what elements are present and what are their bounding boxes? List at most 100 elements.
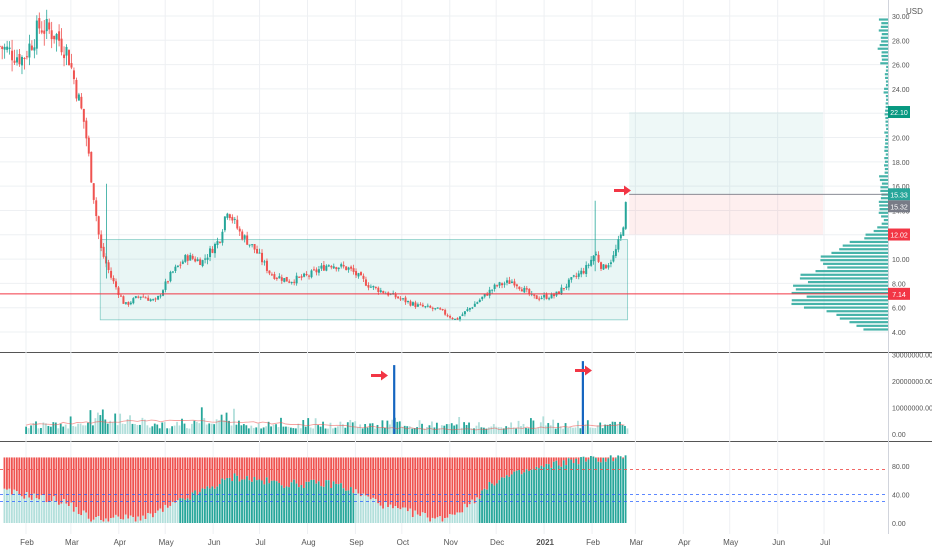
oscillator-bar-down — [142, 457, 144, 515]
oscillator-bar-up — [429, 521, 431, 523]
candle-body — [479, 300, 481, 302]
oscillator-bar-down — [474, 457, 476, 503]
oscillator-bar-down — [466, 457, 468, 507]
oscillator-bar-up — [585, 462, 587, 523]
candle-body — [179, 265, 181, 266]
oscillator-bar-down — [427, 457, 429, 517]
volume-bar — [451, 423, 453, 434]
oscillator-bar-up — [140, 521, 142, 523]
oscillator-bar-down — [105, 457, 107, 518]
oscillator-bar-down — [476, 457, 478, 497]
oscillator-bar-up — [573, 463, 575, 523]
candle-body — [598, 255, 600, 262]
candle-body — [38, 18, 40, 28]
candle-body — [563, 288, 565, 289]
oscillator-bar-down — [600, 457, 602, 462]
volume-profile-bar — [885, 117, 888, 119]
oscillator-bar-up — [125, 515, 127, 523]
oscillator-bar-up — [41, 495, 43, 523]
oscillator-bar-up — [469, 504, 471, 523]
candle-body — [70, 63, 72, 67]
volume-bar — [500, 427, 502, 434]
volume-bar — [253, 428, 255, 434]
candle-body — [234, 219, 236, 220]
candle-body — [429, 306, 431, 308]
volume-profile-bar — [882, 59, 888, 61]
oscillator-bar-up — [380, 506, 382, 523]
candle-body — [459, 317, 461, 320]
candle-body — [207, 258, 209, 260]
volume-bar — [481, 427, 483, 434]
oscillator-bar-up — [523, 472, 525, 523]
time-axis-label: Jul — [255, 538, 265, 547]
oscillator-bar-down — [360, 457, 362, 496]
oscillator-bar-up — [536, 467, 538, 523]
volume-bar — [580, 428, 582, 434]
oscillator-bar-up — [340, 483, 342, 523]
volume-bar — [280, 418, 282, 434]
oscillator-bar-down — [300, 457, 302, 485]
oscillator-bar-down — [392, 457, 394, 508]
candle-body — [491, 290, 493, 291]
oscillator-bar-up — [501, 477, 503, 523]
oscillator-bar-down — [90, 457, 92, 521]
oscillator-bar-down — [350, 457, 352, 487]
oscillator-bar-down — [125, 457, 127, 514]
oscillator-bar-down — [320, 457, 322, 486]
candle-body — [122, 296, 124, 304]
oscillator-bar-up — [187, 498, 189, 523]
oscillator-bar-up — [296, 484, 298, 523]
oscillator-bar-down — [85, 457, 87, 512]
oscillator-bar-up — [568, 458, 570, 523]
volume-bar — [137, 425, 139, 434]
volume-bar — [537, 428, 539, 434]
oscillator-bar-down — [563, 457, 565, 460]
volume-bar — [330, 423, 332, 434]
candle-body — [419, 304, 421, 305]
candle-body — [348, 268, 350, 270]
volume-bar — [57, 428, 59, 434]
oscillator-bar-up — [211, 486, 213, 523]
oscillator-bar-up — [464, 504, 466, 523]
candle-body — [583, 271, 585, 273]
volume-bar — [436, 423, 438, 434]
candle-body — [145, 297, 147, 298]
oscillator-bar-up — [612, 461, 614, 523]
volume-bar — [386, 421, 388, 434]
volume-bar — [119, 414, 121, 434]
oscillator-bar-down — [100, 457, 102, 520]
volume-profile-bar — [791, 303, 888, 305]
oscillator-bar-down — [511, 457, 513, 474]
volume-bar — [372, 423, 374, 434]
prev-close-badge: 15.32 — [890, 204, 908, 211]
oscillator-bar-up — [370, 499, 372, 523]
oscillator-bar-down — [189, 457, 191, 499]
volume-profile-bar — [849, 321, 888, 323]
oscillator-bar-up — [335, 484, 337, 523]
oscillator-bar-up — [310, 480, 312, 523]
oscillator-bar-down — [36, 457, 38, 498]
oscillator-bar-up — [107, 522, 109, 523]
volume-profile-bar — [884, 164, 888, 166]
oscillator-bar-down — [367, 457, 369, 496]
volume-profile-bar — [882, 33, 888, 35]
volume-bar — [443, 426, 445, 434]
oscillator-bar-down — [110, 457, 112, 518]
candle-body — [68, 50, 70, 65]
oscillator-bar-up — [93, 520, 95, 523]
oscillator-bar-down — [177, 457, 179, 500]
volume-spike-bar — [582, 361, 584, 434]
candle-body — [365, 279, 367, 285]
candle-body — [516, 284, 518, 286]
candle-body — [622, 227, 624, 235]
time-axis-label: Apr — [114, 538, 127, 547]
oscillator-bar-down — [518, 457, 520, 470]
candle-body — [249, 245, 251, 246]
volume-bar — [67, 428, 69, 434]
volume-bar — [468, 423, 470, 434]
oscillator-bar-down — [258, 457, 260, 479]
volume-bar — [347, 422, 349, 434]
volume-profile-bar — [886, 128, 888, 130]
